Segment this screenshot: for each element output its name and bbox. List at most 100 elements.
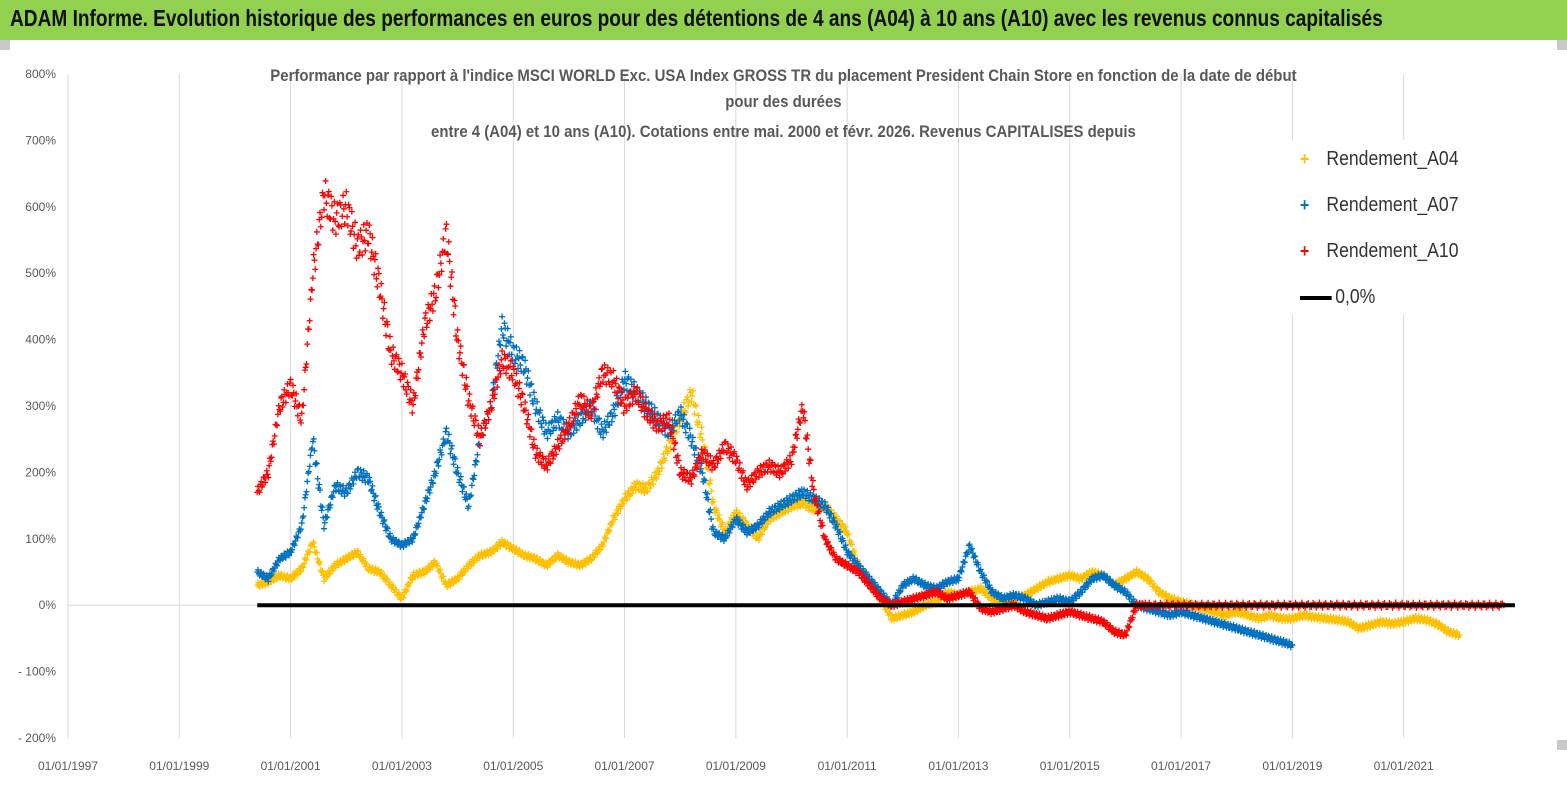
data-point (418, 340, 425, 347)
data-point (848, 541, 855, 548)
data-point (374, 283, 381, 290)
data-point (316, 481, 323, 488)
data-point (631, 383, 638, 390)
data-point (267, 458, 274, 465)
data-point (897, 588, 904, 595)
data-point (626, 493, 633, 500)
data-point (323, 514, 330, 521)
data-point (635, 401, 642, 408)
data-point (309, 287, 316, 294)
data-point (388, 361, 395, 368)
data-point (555, 419, 562, 426)
data-point (597, 431, 604, 438)
data-point (681, 411, 688, 418)
data-point (454, 326, 461, 333)
data-point (424, 495, 431, 502)
data-point (608, 522, 615, 529)
data-point (333, 209, 340, 216)
data-point (378, 280, 385, 287)
data-point (268, 571, 275, 578)
data-point (706, 480, 713, 487)
data-point (522, 407, 529, 414)
data-point (526, 392, 533, 399)
data-point (449, 442, 456, 449)
data-point (536, 452, 543, 459)
data-point (1106, 577, 1113, 584)
data-point (286, 552, 293, 559)
data-point (300, 564, 307, 571)
data-point (508, 372, 515, 379)
data-point (759, 531, 766, 538)
data-point (457, 473, 464, 480)
data-point (705, 496, 712, 503)
data-point (1433, 617, 1440, 624)
data-point (390, 344, 397, 351)
data-point (378, 509, 385, 516)
data-point (352, 219, 359, 226)
data-point (699, 469, 706, 476)
x-tick-label: 01/01/2021 (1374, 759, 1434, 773)
data-point (638, 407, 645, 414)
data-point (436, 271, 443, 278)
data-point (263, 467, 270, 474)
data-point (507, 357, 514, 364)
data-point (417, 513, 424, 520)
data-point (544, 466, 551, 473)
data-point (491, 395, 498, 402)
data-point (553, 451, 560, 458)
data-point (483, 420, 490, 427)
data-point (290, 382, 297, 389)
data-point (653, 475, 660, 482)
data-point (460, 362, 467, 369)
data-point (710, 498, 717, 505)
data-point (448, 274, 455, 281)
data-point (627, 388, 634, 395)
y-tick-label: 100% (25, 532, 56, 546)
data-point (1147, 577, 1154, 584)
data-point (1345, 616, 1352, 623)
data-point (429, 307, 436, 314)
data-point (501, 538, 508, 545)
data-point (432, 297, 439, 304)
data-point (406, 579, 413, 586)
series-rendement-a10 (254, 177, 1507, 640)
corner-marker-left (0, 40, 10, 50)
data-point (959, 563, 966, 570)
data-point (836, 517, 843, 524)
data-point (297, 526, 304, 533)
data-point (785, 508, 792, 515)
data-point (294, 412, 301, 419)
data-point (472, 457, 479, 464)
data-point (329, 494, 336, 501)
data-point (854, 558, 861, 565)
data-point (504, 325, 511, 332)
data-point (350, 554, 357, 561)
data-point (755, 537, 762, 544)
data-point (265, 578, 272, 585)
data-point (394, 368, 401, 375)
data-point (340, 205, 347, 212)
data-point (431, 282, 438, 289)
data-point (516, 379, 523, 386)
legend-line-zero (1300, 295, 1332, 300)
data-point (303, 488, 310, 495)
data-point (689, 438, 696, 445)
data-point (620, 410, 627, 417)
data-point (441, 440, 448, 447)
data-point (845, 548, 852, 555)
legend-label-a10: Rendement_A10 (1326, 240, 1459, 262)
data-point (603, 535, 610, 542)
data-point (689, 434, 696, 441)
data-point (762, 524, 769, 531)
data-point (759, 520, 766, 527)
data-point (463, 491, 470, 498)
data-point (464, 565, 471, 572)
data-point (543, 462, 550, 469)
data-point (592, 384, 599, 391)
data-point (456, 349, 463, 356)
data-point (587, 402, 594, 409)
data-point (605, 378, 612, 385)
data-point (615, 395, 622, 402)
data-point (285, 389, 292, 396)
data-point (833, 513, 840, 520)
